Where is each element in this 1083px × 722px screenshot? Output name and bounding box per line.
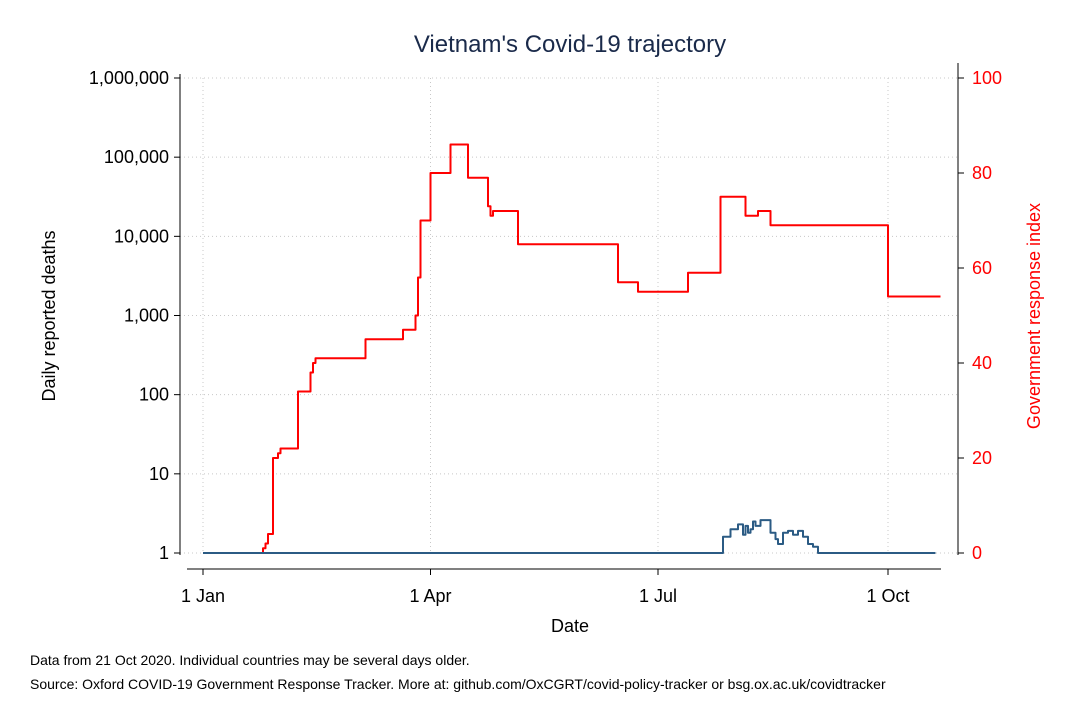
y-right-tick-label: 40 <box>972 353 992 373</box>
x-tick-label: 1 Jul <box>639 586 677 606</box>
y-right-tick-label: 0 <box>972 543 982 563</box>
y-left-tick-label: 10,000 <box>114 226 169 246</box>
x-tick-label: 1 Jan <box>181 586 225 606</box>
chart-title: Vietnam's Covid-19 trajectory <box>414 31 726 58</box>
x-axis-label: Date <box>551 616 589 636</box>
y-axis-left-label: Daily reported deaths <box>39 230 59 401</box>
source-note: Source: Oxford COVID-19 Government Respo… <box>30 676 886 692</box>
y-left-tick-label: 1,000 <box>124 306 169 326</box>
y-left-tick-label: 1 <box>159 543 169 563</box>
y-left-tick-label: 1,000,000 <box>89 68 169 88</box>
y-right-tick-label: 100 <box>972 68 1002 88</box>
y-left-tick-label: 10 <box>149 464 169 484</box>
x-tick-label: 1 Oct <box>866 586 909 606</box>
y-axis-right-label: Government response index <box>1024 203 1044 429</box>
response-index-line <box>203 143 941 554</box>
y-left-tick-label: 100 <box>139 385 169 405</box>
data-date-note: Data from 21 Oct 2020. Individual countr… <box>30 652 470 668</box>
gridlines <box>180 77 958 554</box>
y-right-tick-label: 60 <box>972 258 992 278</box>
y-right-tick-label: 80 <box>972 163 992 183</box>
x-tick-label: 1 Apr <box>409 586 451 606</box>
y-left-tick-label: 100,000 <box>104 147 169 167</box>
daily-deaths-line <box>203 519 936 554</box>
y-right-tick-label: 20 <box>972 448 992 468</box>
